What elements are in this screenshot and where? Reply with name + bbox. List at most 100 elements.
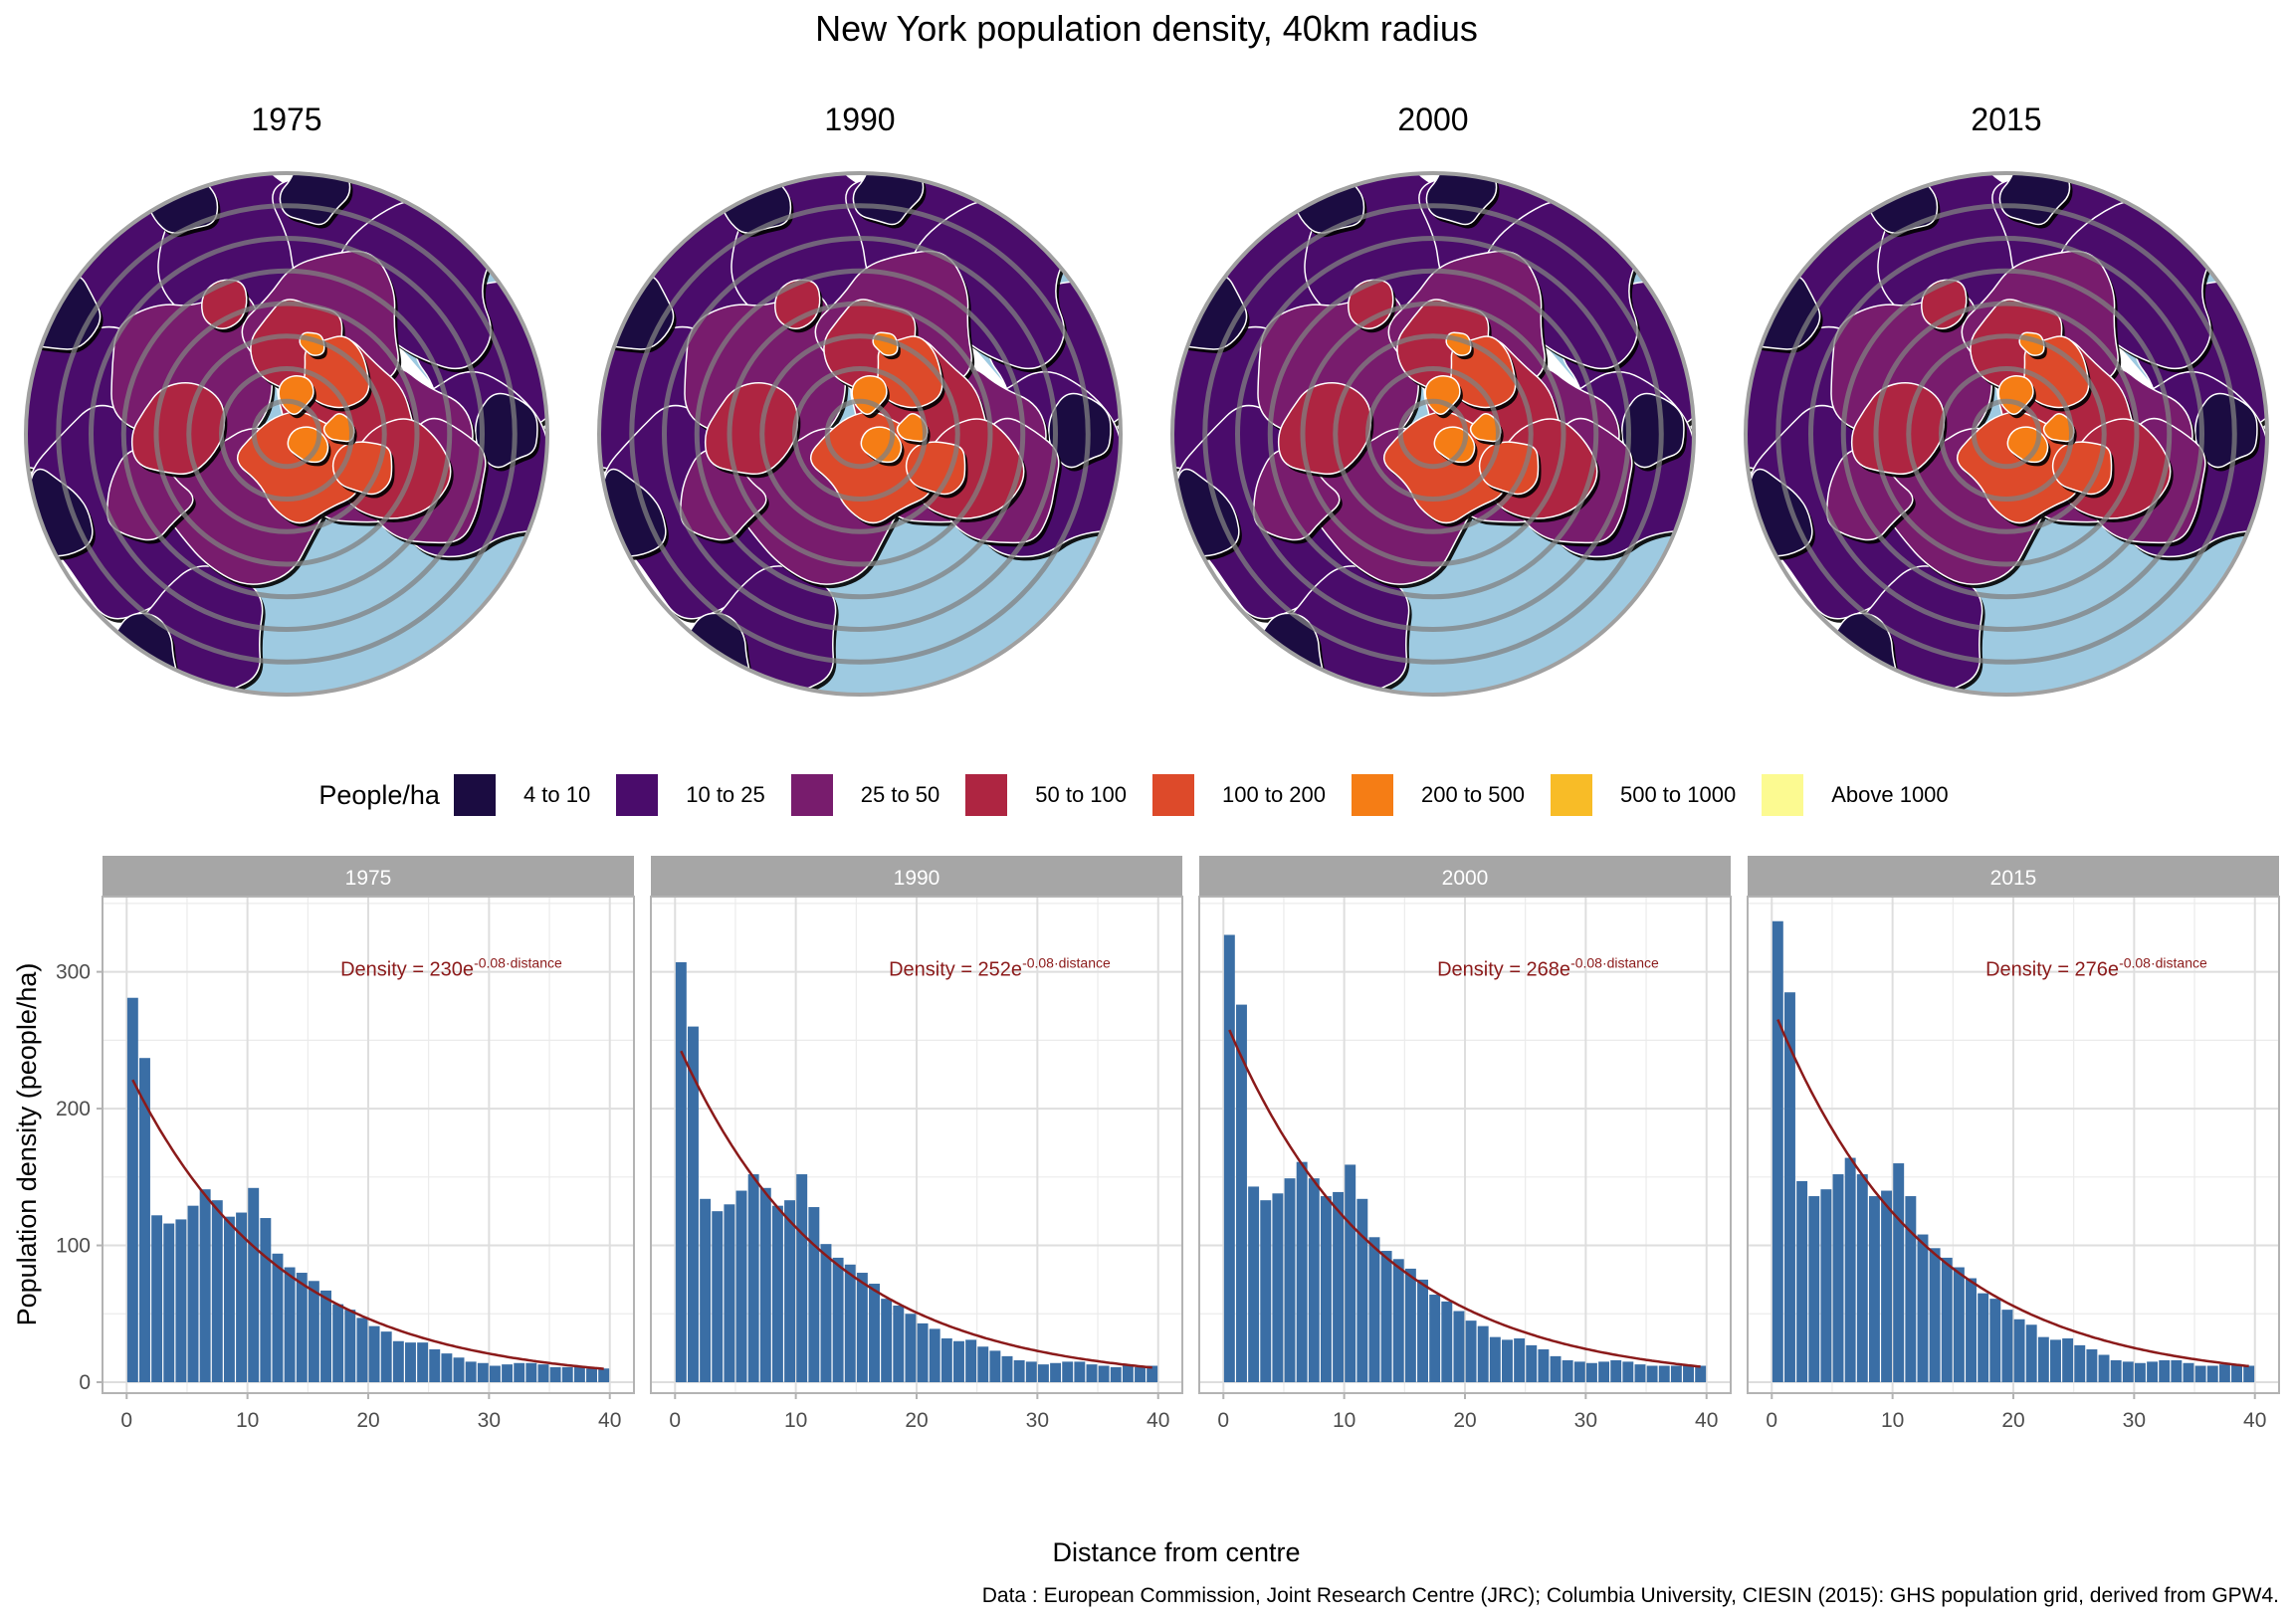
bar: [1368, 1237, 1380, 1383]
bar: [771, 1205, 783, 1383]
bar: [477, 1362, 489, 1383]
legend-label: 10 to 25: [686, 782, 765, 807]
bar: [1683, 1365, 1694, 1383]
y-tick-label: 200: [56, 1098, 91, 1120]
facet-panel-1990: 1990 Density = 252e-0.08·distance 0 10 20 30 4…: [650, 856, 1183, 1432]
bar: [236, 1212, 248, 1383]
distance-ring: [694, 268, 1026, 600]
legend-title: People/ha: [318, 779, 440, 810]
bar: [1333, 1191, 1345, 1383]
bar: [332, 1304, 344, 1383]
fit-curve: [1776, 1019, 2249, 1368]
map-title-2015: 2015: [1971, 102, 2042, 137]
x-tick-label: 10: [236, 1409, 259, 1432]
bar: [1695, 1365, 1707, 1383]
bar: [856, 1273, 868, 1383]
bar: [2050, 1339, 2061, 1383]
bar: [380, 1331, 392, 1383]
legend-item: 100 to 200: [1152, 774, 1326, 816]
bar: [1502, 1339, 1513, 1383]
bar: [1893, 1163, 1905, 1383]
bar: [1784, 992, 1795, 1383]
bar: [1489, 1336, 1501, 1383]
x-tick-label: 30: [1026, 1409, 1049, 1432]
facet-strip: [103, 856, 634, 897]
bar: [1260, 1200, 1272, 1383]
bar: [796, 1174, 808, 1383]
legend-label: 4 to 10: [522, 782, 591, 807]
bar: [1598, 1361, 1610, 1383]
bar: [417, 1342, 429, 1383]
legend-swatch: [616, 774, 659, 816]
bar: [2086, 1349, 2098, 1383]
bar: [712, 1211, 724, 1383]
bar: [1453, 1311, 1465, 1383]
distance-ring: [1906, 333, 2107, 534]
legend-label: 100 to 200: [1222, 782, 1326, 807]
legend-item: 4 to 10: [453, 774, 591, 816]
caption: Data : European Commission, Joint Resear…: [981, 1584, 2279, 1607]
bar: [2025, 1324, 2037, 1383]
bar: [537, 1364, 549, 1383]
bar: [199, 1189, 211, 1383]
distance-ring: [1202, 203, 1664, 665]
bar: [1978, 1293, 1989, 1383]
panel-border: [1198, 896, 1732, 1394]
distance-ring: [219, 366, 354, 502]
equation-label: Density = 268e-0.08·distance: [1437, 955, 1659, 981]
bar: [965, 1339, 977, 1383]
bar: [1098, 1365, 1110, 1383]
bar: [284, 1267, 296, 1383]
distance-ring: [629, 203, 1091, 665]
facet-strip-label: 2015: [1990, 867, 2037, 890]
legend-swatch: [1352, 774, 1393, 816]
y-tick-label: 300: [56, 961, 91, 984]
distance-ring: [759, 333, 960, 534]
bar: [1844, 1157, 1856, 1383]
bar: [1820, 1189, 1832, 1383]
bar: [700, 1198, 712, 1383]
bar: [405, 1342, 416, 1383]
bar: [989, 1350, 1001, 1383]
bar: [2183, 1362, 2194, 1383]
panel-border: [650, 896, 1183, 1394]
bar: [1573, 1361, 1585, 1383]
bar: [368, 1325, 380, 1383]
bar: [1772, 920, 1783, 1383]
bar: [1037, 1364, 1049, 1383]
bar: [392, 1340, 404, 1383]
bar: [260, 1218, 272, 1383]
bar: [1514, 1338, 1526, 1383]
bar: [1308, 1178, 1320, 1383]
distance-ring: [1300, 301, 1566, 567]
distance-ring: [89, 236, 485, 632]
density-map-2015: [1744, 171, 2269, 697]
panel-background: [1748, 897, 2279, 1393]
bar: [139, 1058, 150, 1383]
distance-ring: [1939, 366, 2074, 502]
bar: [1025, 1361, 1037, 1383]
bar: [1223, 934, 1235, 1383]
bar: [2122, 1361, 2134, 1383]
x-tick-label: 20: [2001, 1409, 2024, 1432]
distance-ring: [662, 236, 1058, 632]
distance-ring: [1873, 301, 2140, 567]
bar: [1248, 1186, 1260, 1383]
panel-border: [102, 896, 635, 1394]
x-tick-label: 20: [356, 1409, 379, 1432]
x-axis-title: Distance from centre: [1052, 1537, 1301, 1567]
bar: [1622, 1361, 1634, 1383]
bar: [1272, 1193, 1284, 1383]
distance-ring: [1971, 398, 2042, 470]
x-tick-label: 30: [2123, 1409, 2146, 1432]
facet-panel-2015: 2015 Density = 276e-0.08·distance 0 10 20 30 4…: [1747, 856, 2280, 1432]
bar: [2074, 1344, 2086, 1383]
bar: [940, 1338, 952, 1383]
bar: [2206, 1365, 2218, 1383]
bar: [869, 1284, 880, 1383]
x-tick-label: 40: [1146, 1409, 1169, 1432]
bar: [211, 1200, 223, 1383]
bar: [429, 1349, 441, 1383]
bar: [1953, 1267, 1965, 1383]
bar: [724, 1204, 735, 1383]
